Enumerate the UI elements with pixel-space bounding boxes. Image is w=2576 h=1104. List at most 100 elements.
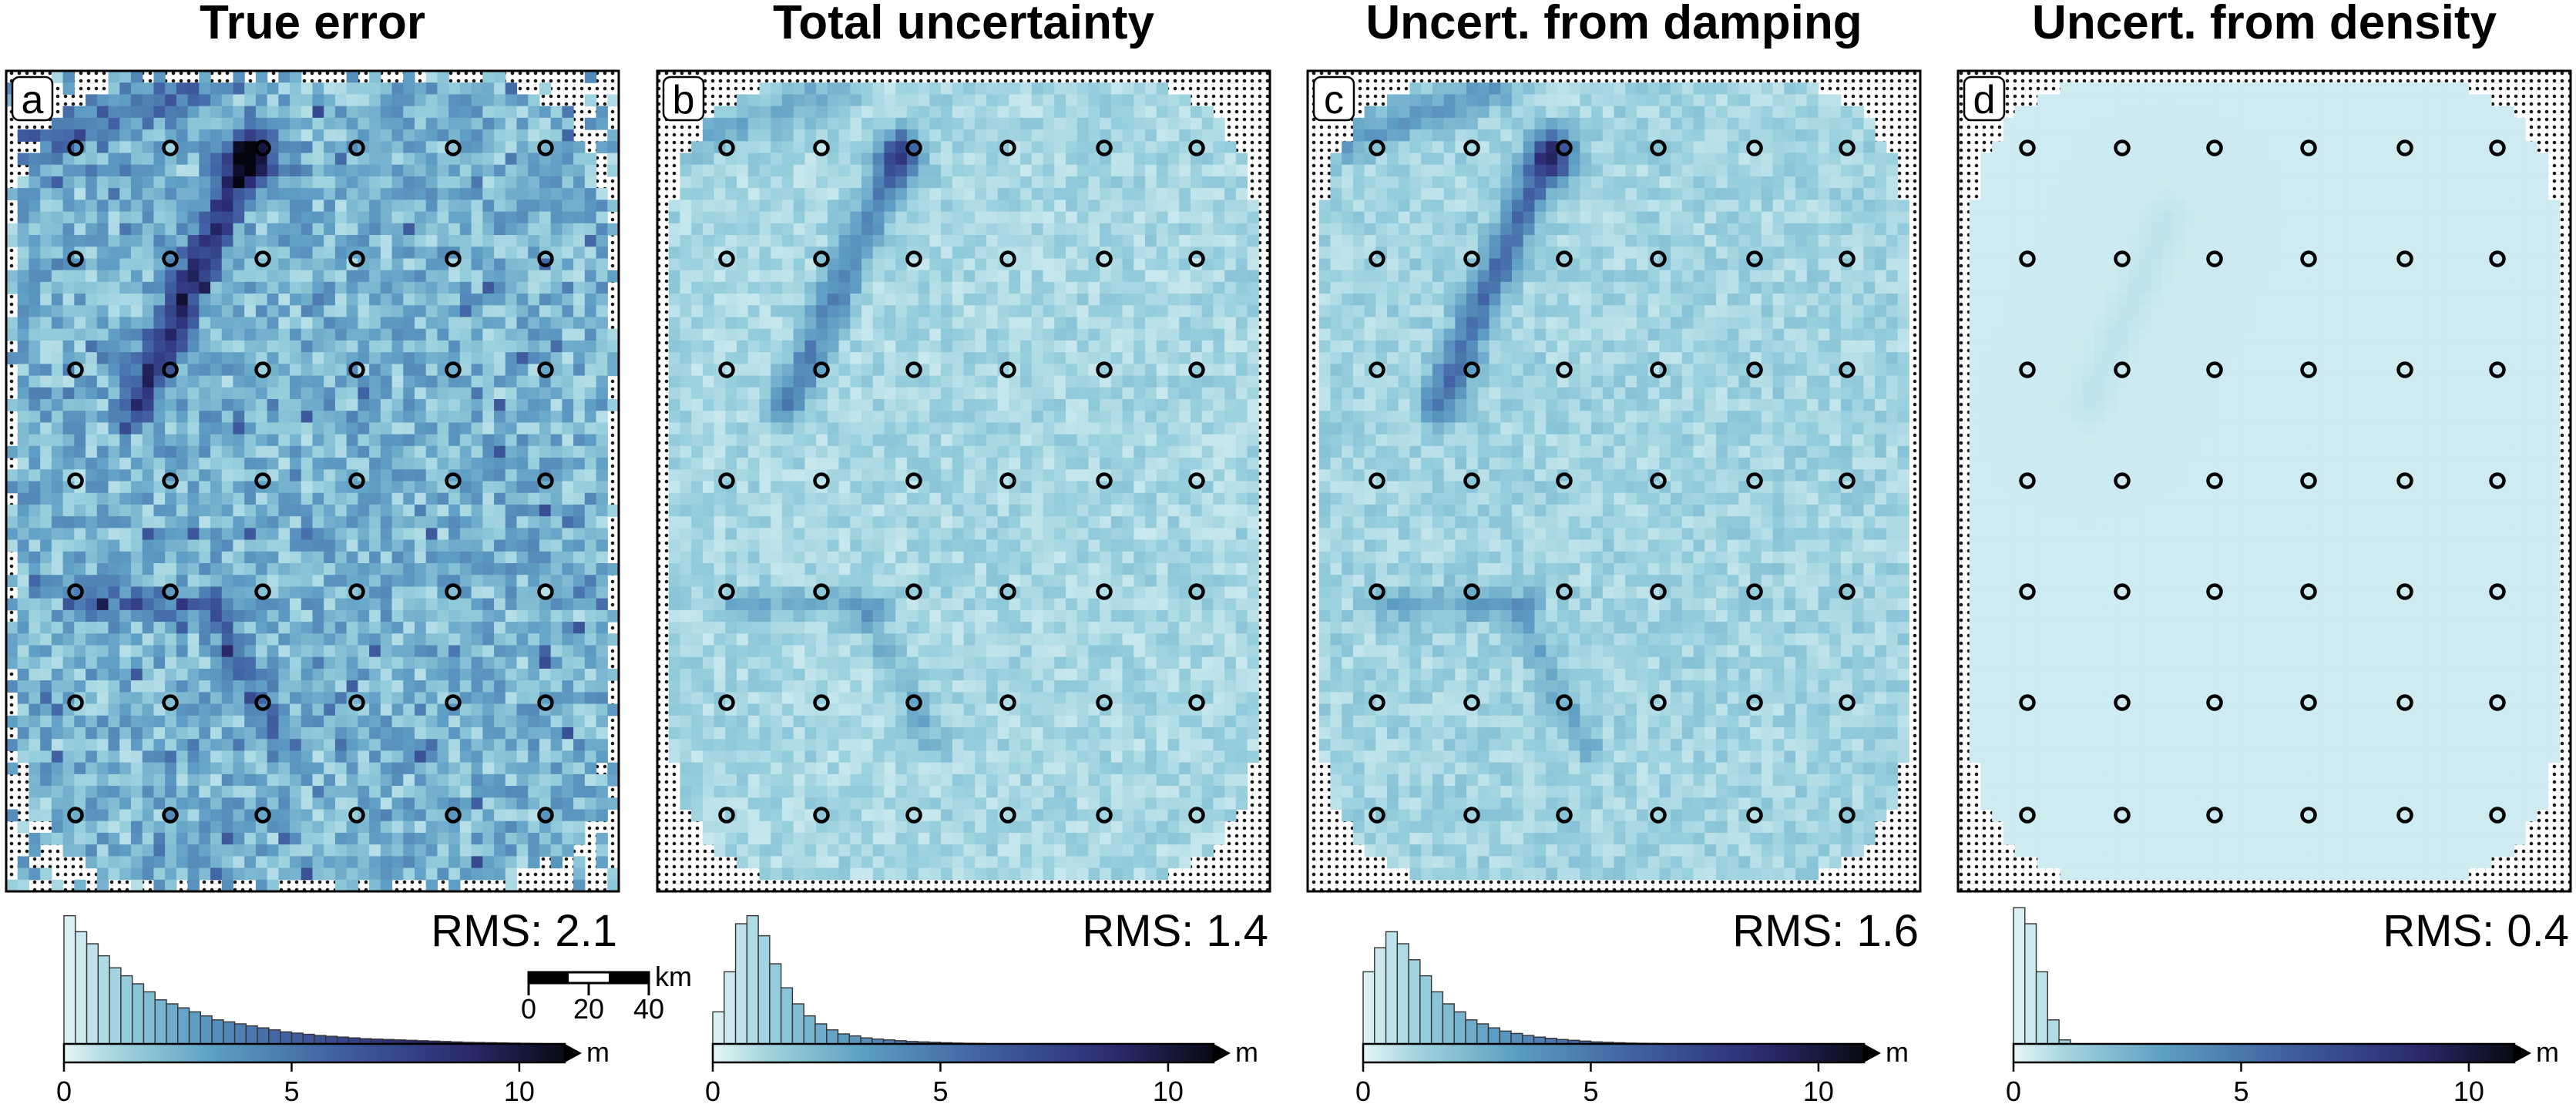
histogram xyxy=(2013,908,2071,1044)
histogram xyxy=(713,916,986,1044)
rms-label: RMS: 1.4 xyxy=(1082,906,1268,956)
histogram-bar xyxy=(280,1032,292,1044)
heatmap-cells xyxy=(1970,82,2560,880)
histogram-bar xyxy=(747,916,758,1044)
scale-tick-40: 40 xyxy=(633,993,664,1025)
colorbar-overflow-arrow xyxy=(1214,1044,1231,1062)
histogram-bar xyxy=(713,1012,724,1044)
histogram-bar xyxy=(190,1012,201,1044)
colorbar-tick-label: 5 xyxy=(1583,1075,1598,1104)
panel-letter: a xyxy=(22,78,44,122)
histogram-bar xyxy=(838,1034,850,1044)
rms-label: RMS: 1.6 xyxy=(1732,906,1919,956)
histogram-bar xyxy=(1500,1031,1511,1044)
colorbar-unit: m xyxy=(1886,1036,1909,1068)
colorbar-unit: m xyxy=(1235,1036,1258,1068)
colorbar-tick-label: 5 xyxy=(2233,1075,2249,1104)
histogram-bar xyxy=(1409,960,1420,1044)
histogram-bar xyxy=(109,968,121,1044)
histogram-bar xyxy=(178,1008,190,1044)
histogram-bar xyxy=(1511,1033,1523,1044)
histogram-bar xyxy=(1442,1004,1454,1044)
colorbar: m 0 5 10 xyxy=(1355,1036,1909,1104)
histogram-bar xyxy=(133,984,144,1044)
panel-title: True error xyxy=(200,0,425,49)
colorbar-tick-label: 5 xyxy=(284,1075,299,1104)
histogram-bar xyxy=(303,1035,314,1044)
histogram-bar xyxy=(1454,1012,1466,1044)
panel-title: Uncert. from damping xyxy=(1365,0,1862,49)
scale-tick-0: 0 xyxy=(521,993,536,1025)
colorbar-ramp xyxy=(2013,1044,2514,1062)
histogram-bar xyxy=(1489,1028,1500,1044)
histogram-bar xyxy=(1534,1037,1546,1044)
histogram-bar xyxy=(257,1028,269,1044)
histogram-bar xyxy=(1397,944,1409,1044)
rms-label: RMS: 2.1 xyxy=(431,906,617,956)
colorbar-overflow-arrow xyxy=(1864,1044,1881,1062)
histogram-bar xyxy=(2025,924,2037,1044)
panel-b: Total uncertainty b RMS: 1.4 m 0 5 10 xyxy=(657,0,1270,1104)
histogram-bar xyxy=(849,1036,861,1044)
panel-title: Uncert. from density xyxy=(2032,0,2497,49)
histogram xyxy=(1363,931,1659,1044)
histogram-bar xyxy=(326,1036,338,1044)
histogram-bar xyxy=(338,1037,349,1044)
colorbar-unit: m xyxy=(2536,1036,2559,1068)
rms-label: RMS: 0.4 xyxy=(2383,906,2569,956)
colorbar-ramp xyxy=(1363,1044,1864,1062)
histogram-bar xyxy=(804,1016,815,1044)
colorbar: m 0 5 10 xyxy=(705,1036,1258,1104)
colorbar-tick-label: 10 xyxy=(1153,1075,1184,1104)
histogram-bar xyxy=(792,1004,804,1044)
histogram-bar xyxy=(64,916,76,1044)
histogram-bar xyxy=(1386,931,1398,1044)
histogram-bar xyxy=(2013,908,2025,1044)
histogram-bar xyxy=(212,1020,223,1044)
colorbar-tick-label: 0 xyxy=(2006,1075,2021,1104)
histogram-bar xyxy=(1477,1024,1489,1044)
histogram-bar xyxy=(166,1004,178,1044)
panel-title: Total uncertainty xyxy=(773,0,1154,49)
colorbar-tick-label: 10 xyxy=(1803,1075,1834,1104)
histogram-bar xyxy=(143,992,155,1044)
scale-tick-20: 20 xyxy=(573,993,604,1025)
colorbar-overflow-arrow xyxy=(565,1044,582,1062)
histogram-bar xyxy=(235,1024,247,1044)
histogram-bar xyxy=(121,976,133,1044)
histogram-bar xyxy=(155,1000,166,1044)
histogram-bar xyxy=(770,964,781,1044)
histogram-bar xyxy=(1432,992,1443,1044)
histogram-bar xyxy=(314,1035,326,1044)
colorbar-ramp xyxy=(64,1044,565,1062)
colorbar-tick-label: 0 xyxy=(1355,1075,1371,1104)
histogram-bar xyxy=(1420,976,1432,1044)
histogram-bar xyxy=(246,1026,257,1044)
histogram-bar xyxy=(758,936,770,1044)
colorbar-unit: m xyxy=(586,1036,610,1068)
colorbar-tick-label: 5 xyxy=(932,1075,948,1104)
histogram-bar xyxy=(2037,971,2048,1044)
colorbar-ramp xyxy=(713,1044,1214,1062)
colorbar-overflow-arrow xyxy=(2514,1044,2531,1062)
histogram-bar xyxy=(98,956,109,1044)
panel-d: Uncert. from density d RMS: 0.4 m 0 5 10 xyxy=(1958,0,2571,1104)
histogram-bar xyxy=(2047,1020,2059,1044)
panel-letter: d xyxy=(1973,78,1996,122)
colorbar-tick-label: 0 xyxy=(705,1075,720,1104)
histogram-bar xyxy=(291,1033,303,1044)
histogram-bar xyxy=(1375,948,1386,1044)
colorbar-tick-label: 10 xyxy=(2453,1075,2484,1104)
panel-letter: c xyxy=(1324,78,1344,122)
histogram-bar xyxy=(1523,1035,1534,1044)
heatmap-cells xyxy=(1319,82,1909,880)
histogram-bar xyxy=(781,988,793,1044)
scale-unit: km xyxy=(655,961,692,992)
scale-bar: 0 20 40 km xyxy=(521,961,692,1025)
panel-letter: b xyxy=(673,78,695,122)
histogram-bar xyxy=(815,1024,827,1044)
heatmap-cells xyxy=(6,71,620,892)
histogram-bar xyxy=(269,1030,280,1044)
